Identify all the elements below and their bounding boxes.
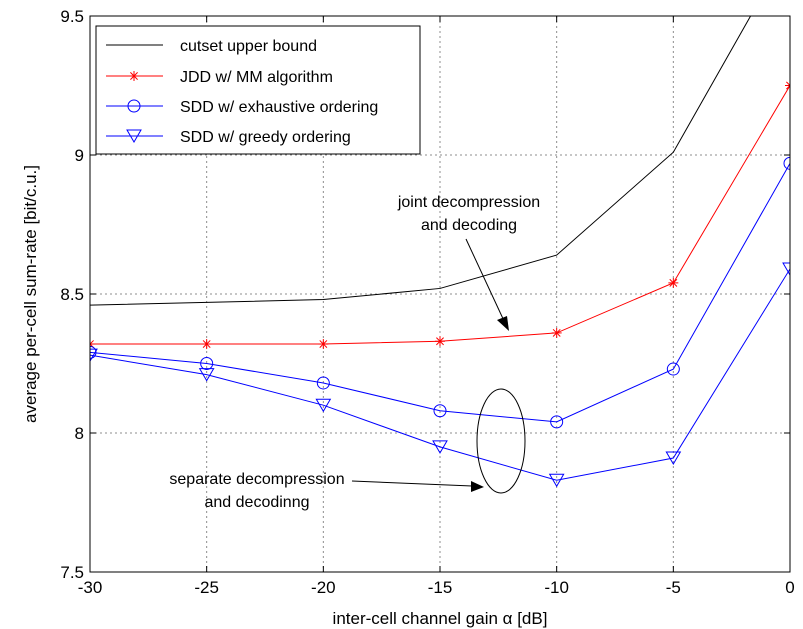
data-point-3 xyxy=(782,262,790,276)
marker-stroke xyxy=(786,84,790,90)
legend-entry-cutset: cutset upper bound xyxy=(106,38,317,55)
annotation-separate-arrowhead xyxy=(471,481,484,492)
data-point-2 xyxy=(783,156,790,170)
x-tick-label: -30 xyxy=(78,578,103,597)
data-point-1 xyxy=(435,336,445,347)
legend-box xyxy=(95,25,421,155)
legend-marker-sdd-exhaustive xyxy=(127,99,141,113)
y-tick-label: 8 xyxy=(75,424,84,443)
data-point-3 xyxy=(548,473,565,488)
legend-asterisk-marker xyxy=(129,71,139,81)
legend-label-sdd-greedy: SDD w/ greedy ordering xyxy=(180,129,351,146)
data-point-3 xyxy=(90,348,98,363)
marker-stroke xyxy=(319,340,328,348)
marker-stroke xyxy=(436,337,444,346)
data-point-1 xyxy=(551,327,562,338)
legend-entry-sdd-greedy: SDD w/ greedy ordering xyxy=(106,129,351,146)
x-tick-label: 0 xyxy=(785,578,794,597)
data-point-2 xyxy=(90,345,97,359)
x-tick-label: -25 xyxy=(194,578,219,597)
legend-marker-jdd xyxy=(129,71,139,81)
legend-circle-marker xyxy=(127,99,141,113)
data-point-2 xyxy=(200,357,214,370)
data-point-1 xyxy=(318,339,329,350)
annotation-separate-line2: and decodinng xyxy=(205,494,310,511)
annotation-joint: joint decompression and decoding xyxy=(397,194,540,331)
marker-stroke xyxy=(90,340,94,345)
data-point-1 xyxy=(668,277,679,288)
annotation-separate: separate decompression and decodinng xyxy=(169,388,526,511)
x-tick-label: -10 xyxy=(544,578,569,597)
annotation-separate-line1: separate decompression xyxy=(169,471,344,488)
legend-triangle-marker xyxy=(126,129,142,143)
series-line-2 xyxy=(90,163,790,423)
marker-stroke xyxy=(669,278,678,287)
y-tick-label: 9 xyxy=(75,146,84,165)
legend-entry-jdd: JDD w/ MM algorithm xyxy=(106,69,333,86)
legend-label-cutset: cutset upper bound xyxy=(180,38,317,55)
x-tick-label: -15 xyxy=(428,578,453,597)
series-2 xyxy=(90,156,790,429)
data-point-1 xyxy=(201,339,212,350)
series-1 xyxy=(90,80,790,350)
x-axis-label: inter-cell channel gain α [dB] xyxy=(333,609,548,628)
legend-entry-sdd-exhaustive: SDD w/ exhaustive ordering xyxy=(106,99,378,116)
series-layer xyxy=(90,16,790,488)
marker-stroke xyxy=(130,72,138,80)
x-tick-label: -20 xyxy=(311,578,336,597)
data-point-3 xyxy=(665,451,682,466)
data-point-2 xyxy=(316,376,330,390)
annotation-joint-line1: joint decompression xyxy=(397,194,540,211)
data-point-1 xyxy=(785,80,790,91)
y-tick-label: 7.5 xyxy=(60,563,84,582)
series-3 xyxy=(90,262,790,488)
series-line-0 xyxy=(90,16,752,306)
legend-label-sdd-exhaustive: SDD w/ exhaustive ordering xyxy=(180,99,378,116)
annotation-separate-ellipse xyxy=(476,388,526,494)
data-point-3 xyxy=(198,368,215,382)
y-tick-label: 9.5 xyxy=(60,7,84,26)
x-tick-label: -5 xyxy=(666,578,681,597)
legend: cutset upper bound JDD w/ MM algorithm S… xyxy=(95,25,421,155)
data-point-2 xyxy=(550,415,564,429)
marker-stroke xyxy=(786,81,790,87)
y-tick-label: 8.5 xyxy=(60,285,84,304)
series-line-3 xyxy=(90,268,790,481)
series-0 xyxy=(90,16,752,306)
y-axis-label: average per-cell sum-rate [bit/c.u.] xyxy=(21,165,40,423)
marker-stroke xyxy=(202,340,211,348)
legend-label-jdd: JDD w/ MM algorithm xyxy=(180,69,333,86)
data-point-3 xyxy=(432,440,448,454)
data-point-3 xyxy=(315,398,332,413)
data-point-2 xyxy=(433,404,447,418)
legend-marker-sdd-greedy xyxy=(126,129,142,143)
annotation-joint-arrowhead xyxy=(497,316,509,331)
data-point-2 xyxy=(666,362,680,376)
marker-stroke xyxy=(552,328,561,337)
annotation-joint-line2: and decoding xyxy=(421,217,517,234)
annotation-separate-arrow xyxy=(351,480,473,487)
annotation-joint-arrow xyxy=(465,238,506,324)
tick-layer: -30 -25 -20 -15 -10 -5 0 7.5 8 8.5 9 9.5 xyxy=(60,7,794,597)
